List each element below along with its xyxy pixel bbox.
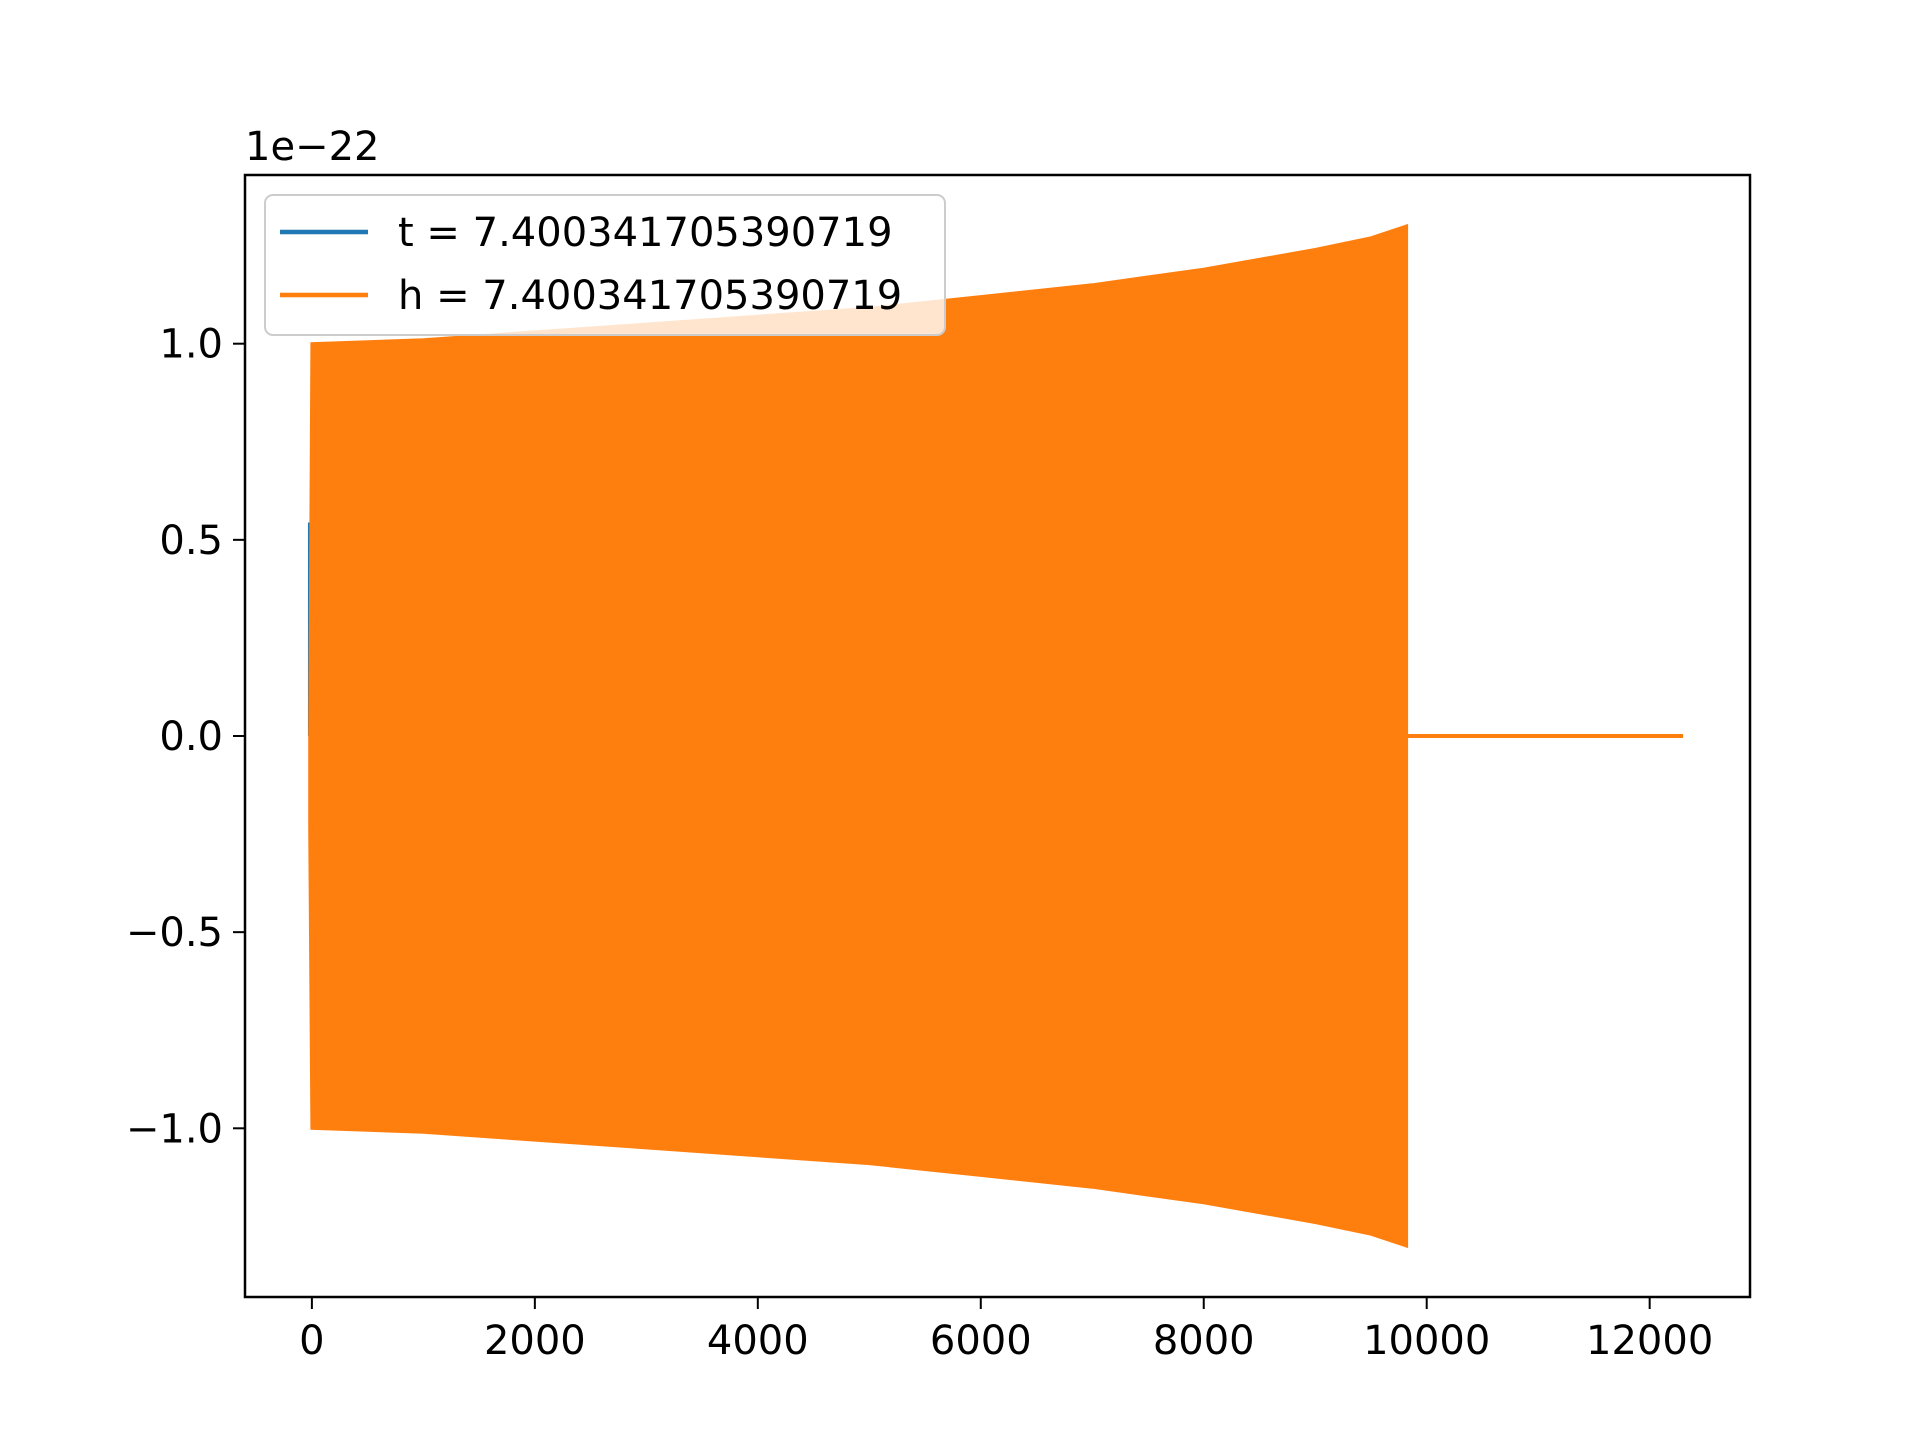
x-tick-label: 2000 xyxy=(484,1318,586,1364)
y-tick-label: 0.5 xyxy=(159,518,223,564)
plot-area xyxy=(243,173,1752,1299)
y-tick-label: −1.0 xyxy=(126,1106,223,1152)
y-tick-label: 1.0 xyxy=(159,322,223,368)
x-tick-label: 6000 xyxy=(930,1318,1032,1364)
legend-label-h: h = 7.400341705390719 xyxy=(398,273,902,319)
x-axis: 0 2000 4000 6000 8000 10000 12000 xyxy=(299,1297,1713,1364)
series-h-oscillation-band xyxy=(308,223,1409,1249)
y-offset-text: 1e−22 xyxy=(245,124,379,170)
legend: t = 7.400341705390719 h = 7.400341705390… xyxy=(264,194,946,336)
x-tick-label: 8000 xyxy=(1153,1318,1255,1364)
x-tick-label: 0 xyxy=(299,1318,324,1364)
y-tick-label: 0.0 xyxy=(159,714,223,760)
x-tick-label: 10000 xyxy=(1363,1318,1490,1364)
x-tick-label: 12000 xyxy=(1586,1318,1713,1364)
legend-label-t: t = 7.400341705390719 xyxy=(398,210,893,256)
legend-box xyxy=(264,194,946,336)
y-axis: 1.0 0.5 0.0 −0.5 −1.0 xyxy=(126,322,245,1152)
y-tick-label: −0.5 xyxy=(126,910,223,956)
x-tick-label: 4000 xyxy=(707,1318,809,1364)
